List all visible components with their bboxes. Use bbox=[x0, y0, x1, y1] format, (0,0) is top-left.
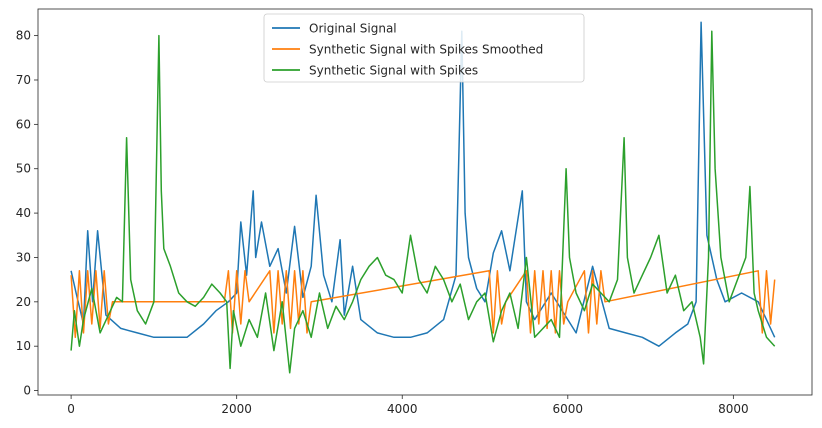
series-line-0 bbox=[70, 21, 776, 347]
y-tick-label: 60 bbox=[16, 117, 31, 131]
legend-label-synthetic-smoothed: Synthetic Signal with Spikes Smoothed bbox=[309, 43, 543, 57]
y-tick-label: 30 bbox=[16, 250, 31, 264]
axis-layer: 0 2000 4000 6000 8000 0 10 20 30 40 50 60 70 80 bbox=[16, 29, 749, 416]
x-tick-label: 0 bbox=[67, 402, 75, 416]
legend-label-synthetic-spikes: Synthetic Signal with Spikes bbox=[309, 64, 478, 78]
series-layer bbox=[70, 21, 776, 374]
y-tick-label: 10 bbox=[16, 339, 31, 353]
series-line-2 bbox=[70, 30, 776, 374]
x-tick-label: 2000 bbox=[221, 402, 252, 416]
y-tick-label: 0 bbox=[23, 384, 31, 398]
y-tick-label: 50 bbox=[16, 162, 31, 176]
plot-frame bbox=[37, 8, 813, 396]
legend: Original Signal Synthetic Signal with Sp… bbox=[263, 13, 585, 83]
x-tick-label: 6000 bbox=[553, 402, 584, 416]
y-tick-label: 70 bbox=[16, 73, 31, 87]
legend-label-original-signal: Original Signal bbox=[309, 22, 397, 36]
y-tick-label: 80 bbox=[16, 29, 31, 43]
y-tick-label: 20 bbox=[16, 295, 31, 309]
x-tick-label: 8000 bbox=[718, 402, 749, 416]
series-line-1 bbox=[70, 270, 776, 339]
legend-frame bbox=[263, 13, 585, 83]
y-tick-label: 40 bbox=[16, 206, 31, 220]
x-tick-label: 4000 bbox=[387, 402, 418, 416]
